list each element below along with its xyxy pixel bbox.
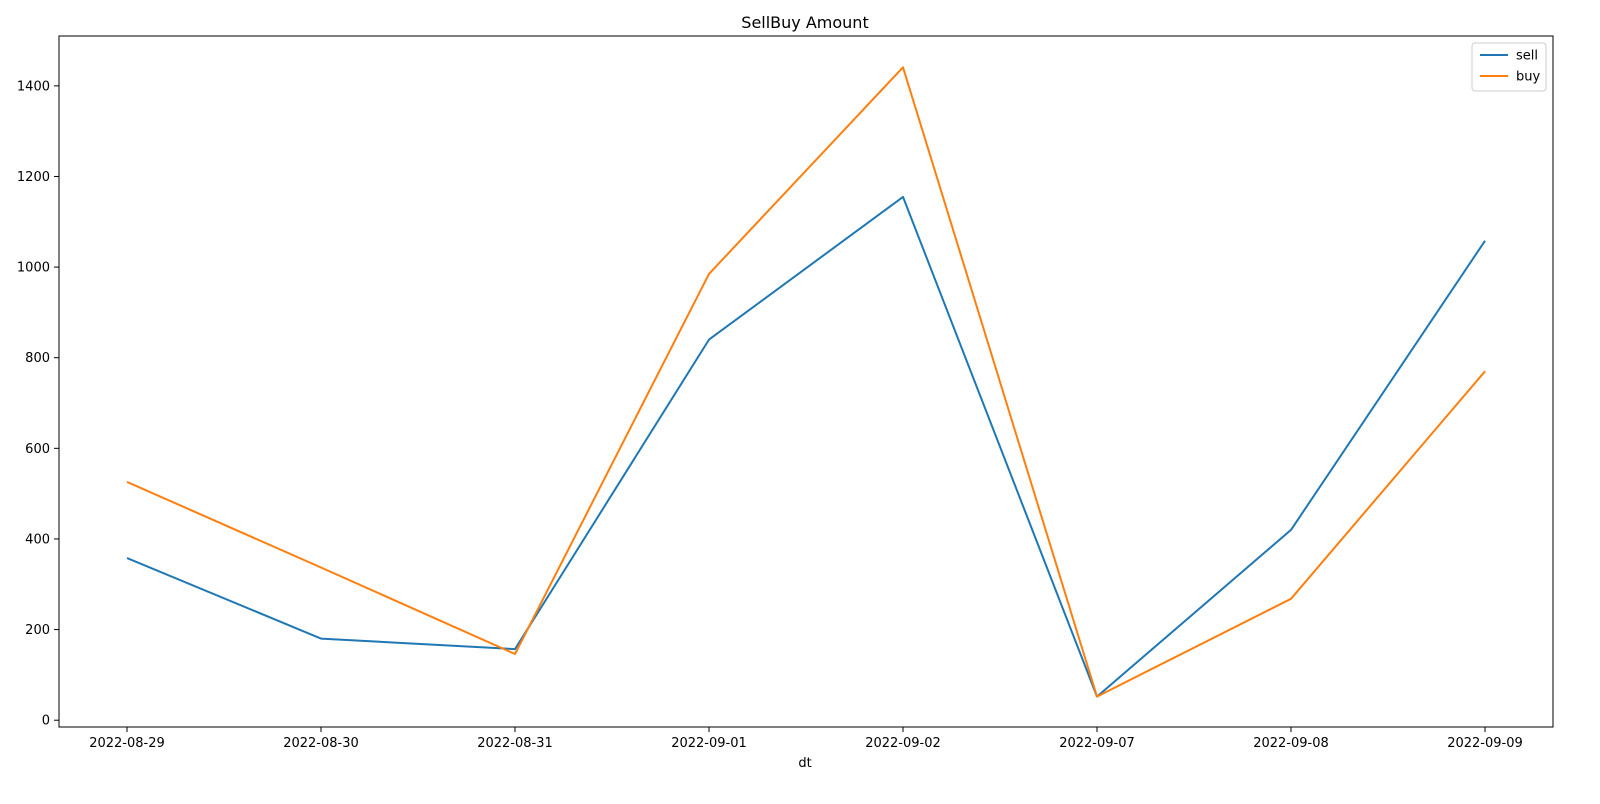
legend-label-buy: buy <box>1516 70 1540 85</box>
series-line-buy <box>126 66 1486 698</box>
y-tick-label: 400 <box>25 532 50 547</box>
x-tick-label: 2022-09-02 <box>865 736 941 751</box>
legend-label-sell: sell <box>1516 49 1538 64</box>
y-tick-label: 1000 <box>17 261 50 276</box>
series-line-sell <box>126 195 1486 698</box>
x-tick-label: 2022-08-30 <box>283 736 359 751</box>
y-tick-label: 800 <box>25 351 50 366</box>
chart-title: SellBuy Amount <box>741 13 868 32</box>
x-tick-label: 2022-09-01 <box>671 736 747 751</box>
y-tick-label: 600 <box>25 442 50 457</box>
y-tick-label: 200 <box>25 623 50 638</box>
axes-frame <box>58 35 1554 728</box>
x-tick-label: 2022-09-07 <box>1059 736 1135 751</box>
x-tick-label: 2022-09-09 <box>1447 736 1523 751</box>
y-tick-label: 1200 <box>17 170 50 185</box>
x-axis-label: dt <box>798 756 811 771</box>
y-tick-label: 0 <box>42 714 50 729</box>
legend: sell buy <box>1471 42 1547 92</box>
plot-area: 0 200 400 600 800 1000 1200 1400 2022-08-29 2022-… <box>17 35 1554 751</box>
y-tick-label: 1400 <box>17 79 50 94</box>
x-tick-label: 2022-08-31 <box>477 736 553 751</box>
x-tick-label: 2022-09-08 <box>1253 736 1329 751</box>
x-tick-label: 2022-08-29 <box>89 736 165 751</box>
